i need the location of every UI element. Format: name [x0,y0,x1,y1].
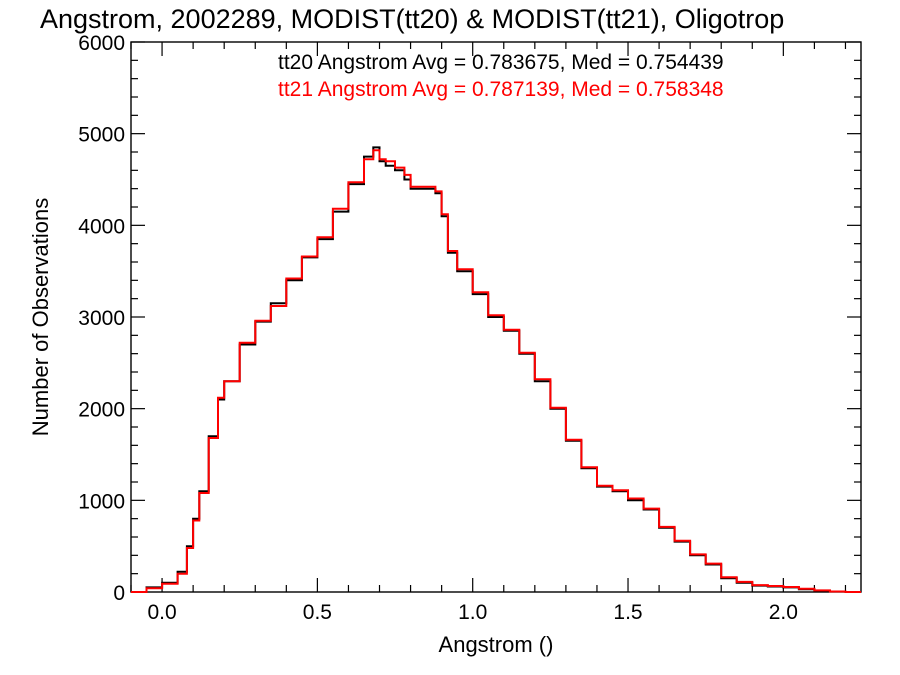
y-tick-label: 4000 [78,215,125,238]
y-tick-label: 5000 [78,124,125,147]
legend-entry-tt20: tt20 Angstrom Avg = 0.783675, Med = 0.75… [278,51,724,74]
series-group [131,146,861,593]
x-tick-label: 1.5 [613,601,642,624]
x-tick-label: 2.0 [769,601,798,624]
x-ticks [130,42,847,592]
y-tick-label: 6000 [78,32,125,55]
x-tick-label: 0.0 [147,601,176,624]
x-tick-labels: 0.0 0.5 1.0 1.5 2.0 [147,601,797,624]
y-tick-labels: 0 1000 2000 3000 4000 5000 6000 [78,32,125,605]
y-tick-label: 1000 [78,490,125,513]
x-tick-label: 1.0 [458,601,487,624]
y-axis-label: Number of Observations [28,198,53,436]
x-tick-label: 0.5 [303,601,332,624]
y-tick-label: 2000 [78,399,125,422]
chart-title: Angstrom, 2002289, MODIST(tt20) & MODIST… [40,4,784,34]
legend-entry-tt21: tt21 Angstrom Avg = 0.787139, Med = 0.75… [278,78,724,101]
y-tick-label: 0 [113,582,125,605]
x-axis-label: Angstrom () [439,632,554,657]
y-tick-label: 3000 [78,307,125,330]
series-line-tt21 [131,149,861,593]
